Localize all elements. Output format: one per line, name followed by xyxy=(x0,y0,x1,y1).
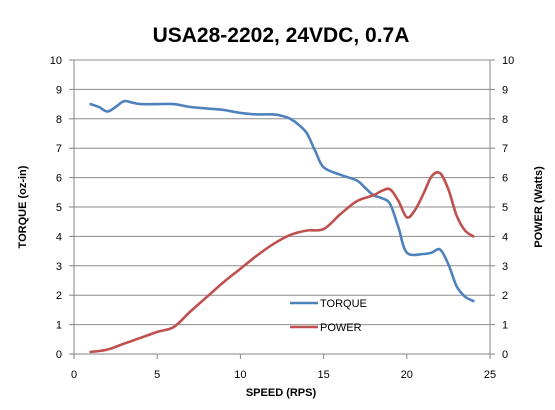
x-tick-label: 25 xyxy=(484,369,496,381)
y-left-tick-label: 10 xyxy=(50,55,62,67)
series-lines xyxy=(89,99,475,354)
legend-power-label: POWER xyxy=(320,322,362,334)
y-right-tick-label: 2 xyxy=(502,290,508,302)
x-tick-label: 20 xyxy=(401,369,413,381)
series-line-torque xyxy=(89,99,475,303)
y-axis-right-label: POWER (Watts) xyxy=(533,166,545,248)
x-axis-tick-labels: 0 5 10 15 20 25 xyxy=(71,369,496,381)
chart-title: USA28-2202, 24VDC, 0.7A xyxy=(153,24,410,47)
y-axis-left-tick-labels: 0 1 2 3 4 5 6 7 8 9 10 xyxy=(50,55,62,361)
y-axis-left-label: TORQUE (oz-in) xyxy=(17,165,29,248)
x-axis-label: SPEED (RPS) xyxy=(246,387,317,399)
gridlines xyxy=(74,59,490,326)
y-left-tick-label: 2 xyxy=(56,290,62,302)
y-right-tick-label: 3 xyxy=(502,261,508,273)
legend: TORQUE POWER xyxy=(290,298,367,334)
axes xyxy=(69,59,495,359)
y-right-tick-label: 10 xyxy=(502,55,514,67)
y-right-tick-label: 7 xyxy=(502,143,508,155)
y-left-tick-label: 9 xyxy=(56,84,62,96)
x-tick-label: 5 xyxy=(154,369,160,381)
y-right-tick-label: 5 xyxy=(502,202,508,214)
legend-torque-label: TORQUE xyxy=(320,298,367,310)
y-right-tick-label: 6 xyxy=(502,173,508,185)
y-right-tick-label: 9 xyxy=(502,84,508,96)
y-left-tick-label: 6 xyxy=(56,173,62,185)
y-left-tick-label: 0 xyxy=(56,349,62,361)
y-left-tick-label: 4 xyxy=(56,231,62,243)
x-tick-label: 15 xyxy=(317,369,329,381)
y-left-tick-label: 8 xyxy=(56,114,62,126)
series-line-power xyxy=(89,170,475,354)
y-right-tick-label: 8 xyxy=(502,114,508,126)
y-left-tick-label: 7 xyxy=(56,143,62,155)
y-left-tick-label: 1 xyxy=(56,320,62,332)
x-tick-label: 0 xyxy=(71,369,77,381)
y-right-tick-label: 1 xyxy=(502,320,508,332)
y-left-tick-label: 5 xyxy=(56,202,62,214)
y-right-tick-label: 4 xyxy=(502,231,508,243)
y-right-tick-label: 0 xyxy=(502,349,508,361)
x-tick-label: 10 xyxy=(234,369,246,381)
y-axis-right-tick-labels: 0 1 2 3 4 5 6 7 8 9 10 xyxy=(502,55,514,361)
y-left-tick-label: 3 xyxy=(56,261,62,273)
